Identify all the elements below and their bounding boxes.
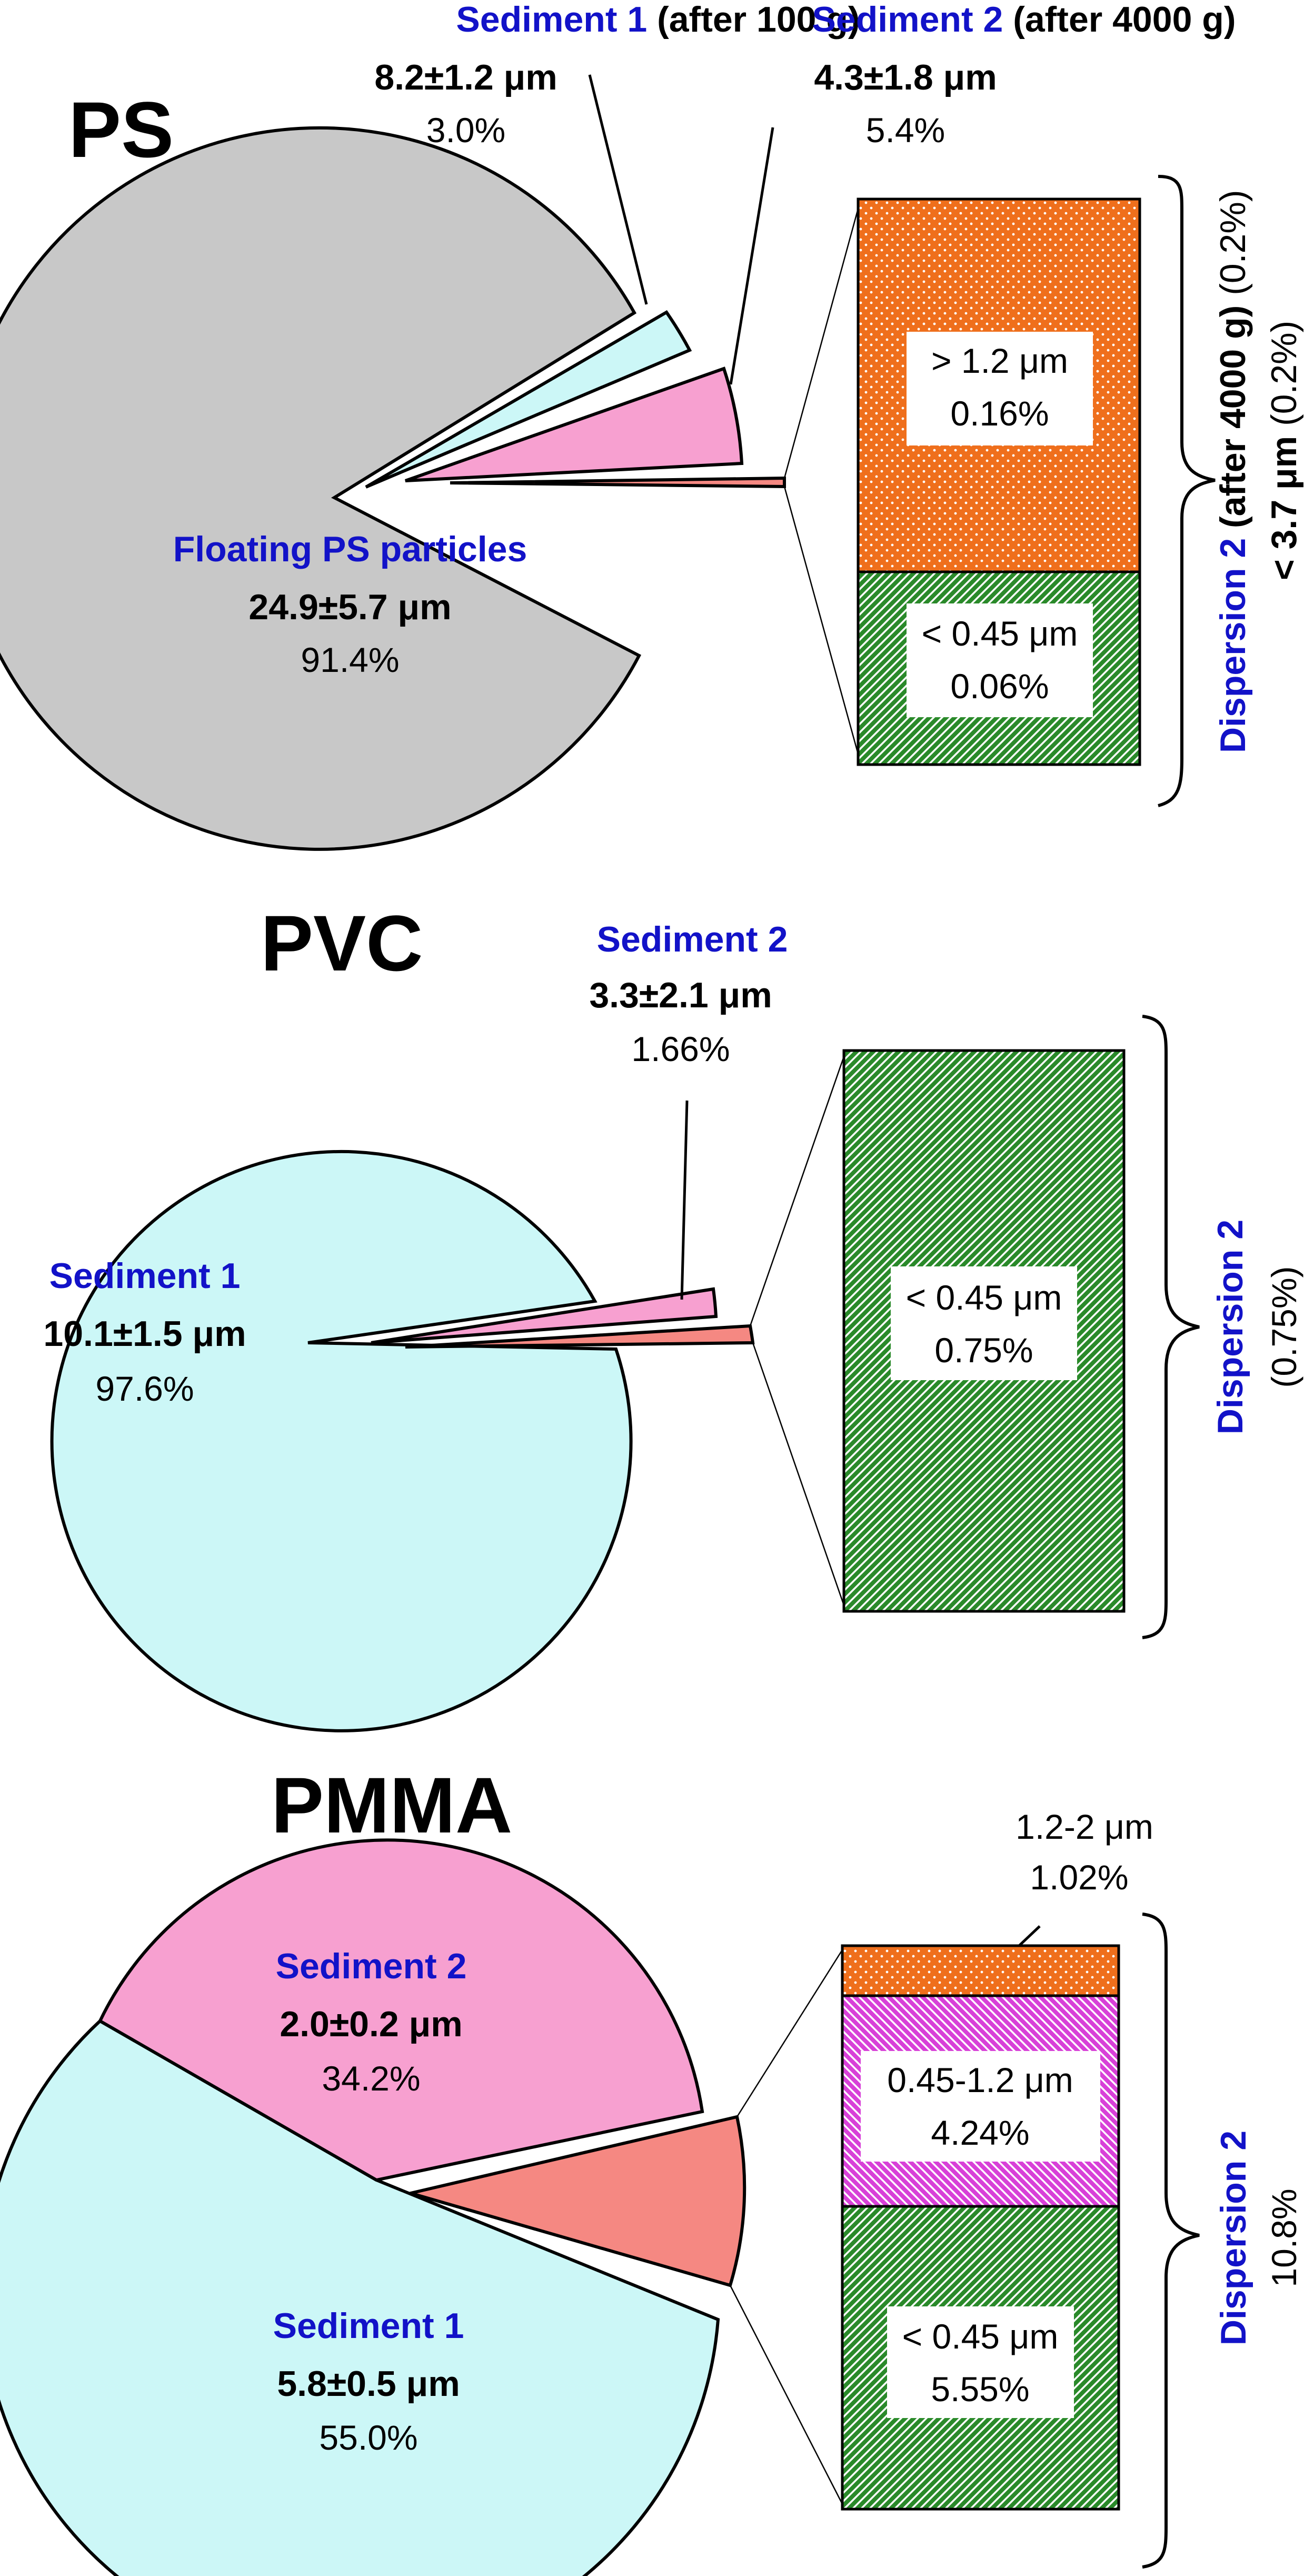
ps-floating-name: Floating PS particles — [173, 529, 527, 569]
bar-ps-large-label-box — [907, 332, 1093, 445]
ps-sediment-2-note: (after 4000 g) — [1003, 0, 1236, 39]
bar-pmma-middle-pct: 4.24% — [931, 2113, 1029, 2152]
zoom-line-pmma-bottom — [729, 2285, 846, 2510]
pvc-side-dispersion: Dispersion 2 — [1210, 1220, 1250, 1434]
bar-pmma-bottom-pct: 5.55% — [931, 2370, 1029, 2409]
bar-pmma-top — [841, 1944, 1120, 1997]
pie-slice-pvc-sediment-2 — [371, 1287, 718, 1344]
pvc-side-pct: (0.75%) — [1265, 1266, 1303, 1388]
bar-ps-large-pct: 0.16% — [950, 394, 1049, 433]
ps-side-pct: (0.2%) — [1213, 190, 1253, 305]
zoom-line-pmma-top — [736, 1945, 846, 2117]
bar-pvc-pct: 0.75% — [934, 1331, 1033, 1370]
zoom-line-pvc-top — [749, 1050, 847, 1326]
ps-sediment-2-pct: 5.4% — [866, 111, 945, 150]
bar-pmma-middle-label-box — [861, 2051, 1100, 2162]
zoom-line-pvc-bottom — [752, 1342, 847, 1612]
ps-floating-pct: 91.4% — [301, 640, 399, 679]
ps-side-pct-2: (0.2%) — [1264, 321, 1304, 436]
ps-sediment-2-name: Sediment 2 — [812, 0, 1003, 39]
ps-sediment-1-name: Sediment 1 — [456, 0, 647, 39]
pmma-sediment-2-pct: 34.2% — [322, 2059, 420, 2098]
bar-pmma-middle-label: 0.45-1.2 μm — [887, 2060, 1073, 2099]
pvc-sediment-1-size: 10.1±1.5 μm — [43, 1314, 246, 1354]
brace-pvc — [1142, 1015, 1200, 1639]
pie-slice-ps-sediment-1 — [365, 310, 692, 489]
brace-pmma — [1142, 1913, 1200, 2569]
bar-pvc-label-box — [891, 1266, 1077, 1380]
bar-ps-small-label-box — [907, 603, 1093, 717]
ps-sediment-1-title: Sediment 1 (after 100 g) — [456, 0, 860, 39]
leader-pvc-sediment-2 — [680, 1100, 689, 1300]
bar-pmma-top-label: 1.2-2 μm — [1016, 1807, 1153, 1846]
bar-ps-small-pct: 0.06% — [950, 667, 1049, 706]
pvc-sediment-1-name: Sediment 1 — [49, 1256, 241, 1296]
bar-ps-small-label: < 0.45 μm — [922, 614, 1078, 653]
zoom-line-ps-bottom — [783, 486, 862, 764]
bar-pmma-bottom-label-box — [887, 2306, 1074, 2418]
pmma-sediment-1-size: 5.8±0.5 μm — [277, 2364, 460, 2404]
pie-slice-pvc-sediment-1 — [50, 1150, 633, 1732]
leader-ps-sediment-2 — [729, 127, 774, 385]
ps-floating-size: 24.9±5.7 μm — [248, 587, 451, 627]
ps-sediment-2-size: 4.3±1.8 μm — [814, 57, 997, 97]
ps-side-label-2: < 3.7 μm (0.2%) — [1264, 321, 1304, 580]
panel-pmma: PMMA 0.45-1.2 μm 4.24% < 0.45 μm 5.55% 1… — [0, 1761, 1303, 2576]
ps-side-dispersion: Dispersion 2 — [1213, 538, 1253, 753]
pie-slice-ps-floating — [0, 126, 642, 851]
ps-sediment-1-pct: 3.0% — [426, 111, 505, 150]
bar-ps-large-label: > 1.2 μm — [931, 341, 1068, 380]
pmma-sediment-2-size: 2.0±0.2 μm — [280, 2004, 462, 2044]
pie-slice-pvc-dispersion — [405, 1324, 755, 1349]
pvc-sediment-1-pct: 97.6% — [95, 1369, 194, 1408]
pmma-sediment-1-name: Sediment 1 — [273, 2306, 464, 2346]
ps-sediment-1-size: 8.2±1.2 μm — [374, 57, 557, 97]
ps-sediment-2-title: Sediment 2 (after 4000 g) — [812, 0, 1236, 39]
bar-pmma-top-pct: 1.02% — [1030, 1858, 1128, 1897]
pie-slice-pmma-dispersion — [404, 2115, 746, 2287]
pvc-heading: PVC — [261, 899, 423, 987]
pvc-sediment-2-pct: 1.66% — [631, 1029, 730, 1068]
ps-sediment-1-note: (after 100 g) — [647, 0, 860, 39]
pmma-side-dispersion: Dispersion 2 — [1213, 2131, 1253, 2345]
pvc-sediment-2-name: Sediment 2 — [597, 919, 788, 959]
panel-ps: PS > 1.2 μm 0.16% < 0.45 μm 0.06% Sedime… — [0, 0, 1304, 851]
pmma-sediment-2-name: Sediment 2 — [276, 1946, 467, 1986]
ps-side-after: (after 4000 g) — [1213, 305, 1253, 538]
pie-slice-ps-sediment-2 — [405, 366, 744, 482]
pie-slice-ps-dispersion — [450, 476, 786, 489]
pie-slice-pmma-sediment-1 — [0, 2019, 720, 2576]
leader-ps-sediment-1 — [588, 74, 648, 305]
zoom-line-ps-top — [783, 199, 862, 479]
brace-ps — [1158, 175, 1216, 807]
pmma-side-pct: 10.8% — [1265, 2188, 1303, 2287]
pie-slice-pmma-sediment-2 — [98, 1838, 704, 2182]
ps-side-label-1: Dispersion 2 (after 4000 g) (0.2%) — [1213, 190, 1253, 754]
bar-pmma-bottom-label: < 0.45 μm — [902, 2317, 1059, 2356]
pmma-sediment-1-pct: 55.0% — [319, 2418, 417, 2457]
pmma-heading: PMMA — [271, 1761, 512, 1849]
pvc-sediment-2-size: 3.3±2.1 μm — [589, 975, 772, 1015]
bar-pvc-label: < 0.45 μm — [906, 1278, 1062, 1317]
ps-side-size: < 3.7 μm — [1264, 436, 1304, 580]
panel-pvc: PVC < 0.45 μm 0.75% Sediment 2 3.3±2.1 μ… — [43, 899, 1303, 1732]
ps-heading: PS — [68, 85, 174, 174]
